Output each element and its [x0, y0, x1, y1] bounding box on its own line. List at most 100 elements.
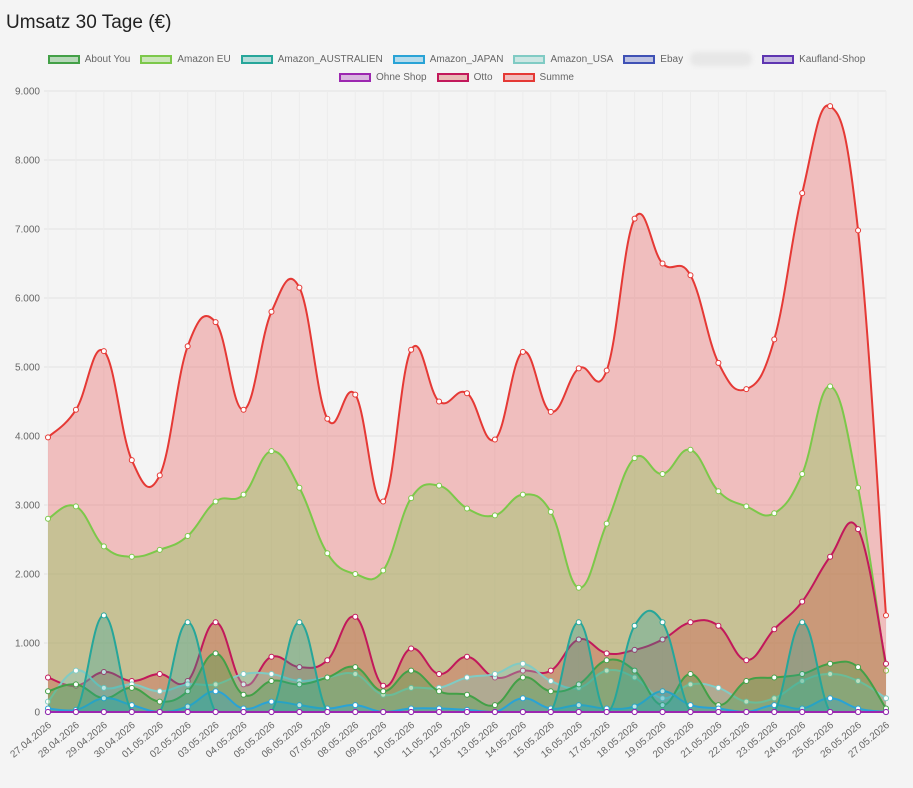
data-point	[296, 702, 303, 709]
data-point	[827, 660, 834, 667]
legend-item[interactable]: Ohne Shop	[339, 72, 427, 83]
data-point	[883, 660, 889, 667]
y-tick-label: 1.000	[15, 639, 40, 650]
data-point	[380, 498, 387, 505]
data-point	[45, 515, 51, 522]
data-point	[659, 688, 666, 695]
data-point	[575, 619, 582, 626]
data-point	[799, 190, 806, 197]
legend-label: Amazon EU	[177, 53, 231, 65]
data-point	[436, 709, 443, 715]
data-point	[519, 667, 526, 674]
data-point	[575, 584, 582, 591]
data-point	[855, 677, 862, 684]
data-point	[491, 436, 498, 443]
legend-item[interactable]: Amazon_AUSTRALIEN	[240, 54, 383, 65]
data-point	[631, 646, 638, 653]
data-point	[408, 667, 415, 674]
legend-item[interactable]: Amazon EU	[140, 53, 231, 65]
data-point	[268, 671, 275, 678]
data-point	[715, 359, 722, 366]
data-point	[184, 343, 191, 350]
data-point	[464, 709, 470, 715]
data-point	[352, 664, 359, 671]
data-point	[603, 657, 610, 664]
data-point	[240, 681, 247, 688]
legend-label: Amazon_JAPAN	[429, 53, 504, 65]
data-point	[659, 695, 666, 702]
data-point	[156, 688, 163, 695]
data-point	[380, 688, 387, 695]
y-tick-label: 2.000	[15, 570, 40, 581]
data-point	[296, 619, 303, 626]
data-point	[631, 215, 638, 222]
data-point	[547, 709, 554, 715]
legend-item[interactable]: Summe	[502, 71, 574, 83]
data-point	[659, 702, 666, 709]
data-point	[771, 626, 778, 633]
data-point	[184, 619, 191, 626]
data-point	[184, 688, 191, 695]
data-point	[45, 434, 51, 441]
y-tick-label: 7.000	[15, 225, 40, 236]
legend-swatch	[339, 72, 372, 82]
data-point	[380, 682, 387, 689]
data-point	[296, 484, 303, 491]
y-tick-label: 4.000	[15, 432, 40, 443]
data-point	[212, 619, 219, 626]
data-point	[575, 702, 582, 709]
data-point	[491, 702, 498, 709]
data-point	[547, 408, 554, 415]
legend-item[interactable]: Ebay	[623, 52, 753, 66]
legend-item[interactable]: Amazon_USA	[513, 54, 613, 65]
y-tick-label: 0	[34, 708, 40, 719]
data-point	[464, 674, 470, 681]
data-point	[240, 671, 247, 678]
data-point	[128, 709, 135, 715]
data-point	[352, 613, 359, 620]
legend-swatch	[513, 54, 546, 64]
legend-item[interactable]: Otto	[436, 72, 493, 83]
data-point	[659, 636, 666, 643]
data-point	[743, 503, 750, 510]
data-point	[575, 365, 582, 372]
data-point	[575, 709, 582, 715]
data-point	[380, 709, 387, 715]
legend-item[interactable]: Amazon_JAPAN	[392, 53, 504, 65]
data-point	[240, 691, 247, 698]
data-point	[855, 484, 862, 491]
data-point	[436, 482, 443, 489]
data-point	[659, 709, 666, 715]
data-point	[408, 684, 415, 691]
data-point	[324, 709, 331, 715]
legend-swatch	[502, 72, 535, 82]
data-point	[45, 688, 51, 695]
data-point	[240, 709, 247, 715]
data-point	[45, 674, 51, 681]
data-point	[603, 709, 610, 715]
data-point	[547, 677, 554, 684]
data-point	[100, 668, 107, 675]
data-point	[547, 508, 554, 515]
data-point	[743, 657, 750, 664]
data-point	[324, 674, 331, 681]
legend-label: Summe	[539, 71, 574, 83]
data-point	[436, 671, 443, 678]
data-point	[268, 308, 275, 315]
data-point	[408, 645, 415, 652]
data-point	[296, 681, 303, 688]
data-point	[519, 674, 526, 681]
data-point	[324, 415, 331, 422]
data-point	[771, 336, 778, 343]
data-point	[100, 709, 107, 715]
data-point	[631, 455, 638, 462]
data-point	[631, 703, 638, 710]
data-point	[268, 677, 275, 684]
legend-item[interactable]: Kaufland-Shop	[762, 54, 865, 65]
data-point	[491, 512, 498, 519]
legend-item[interactable]: About You	[47, 54, 130, 65]
data-point	[240, 491, 247, 498]
data-point	[827, 553, 834, 560]
legend-row: About You Amazon EU Amazon_AUSTRALIEN Amazo…	[0, 50, 913, 68]
data-point	[827, 383, 834, 390]
